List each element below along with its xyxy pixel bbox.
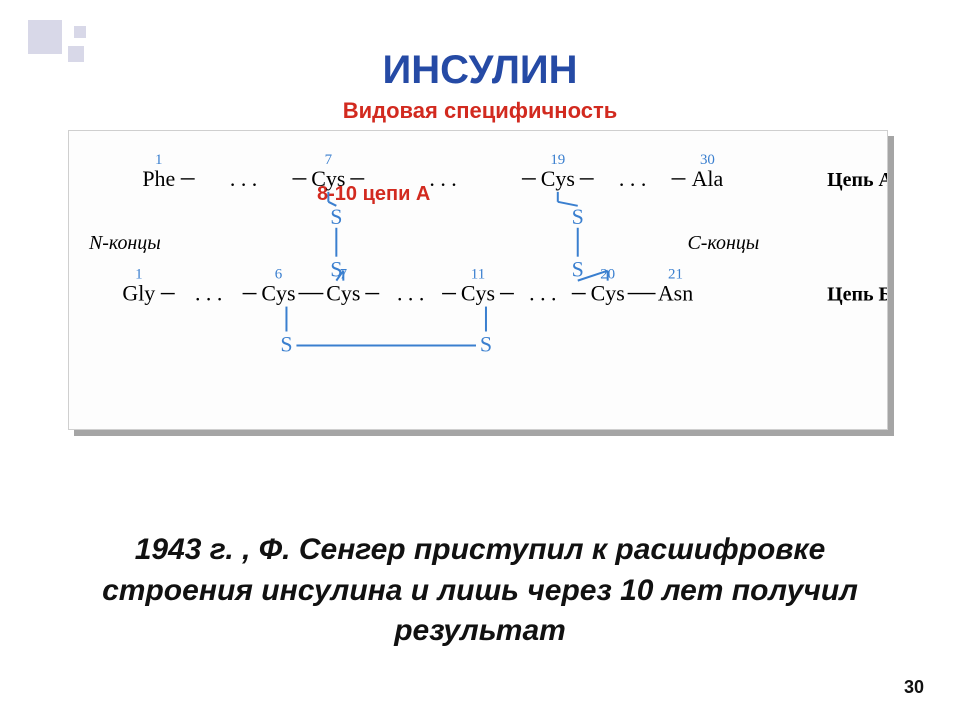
page-number: 30: [904, 677, 924, 698]
page-title: ИНСУЛИН: [0, 48, 960, 93]
svg-text:Cys: Cys: [261, 281, 295, 306]
insulin-diagram: 8-10 цепи А Phe1Cys7. . .Cys19. . .Ala30…: [68, 130, 888, 430]
svg-text:Phe: Phe: [142, 166, 175, 191]
svg-text:S: S: [330, 257, 342, 282]
svg-text:. . .: . . .: [397, 281, 424, 306]
svg-text:S: S: [280, 331, 292, 356]
svg-text:. . .: . . .: [429, 166, 456, 191]
svg-text:Ala: Ala: [692, 166, 724, 191]
insulin-svg: Phe1Cys7. . .Cys19. . .Ala30. . .Gly1Cys…: [69, 131, 887, 430]
svg-text:Cys: Cys: [461, 281, 495, 306]
svg-text:. . .: . . .: [195, 281, 222, 306]
svg-text:S: S: [572, 204, 584, 229]
svg-text:Цепь A: Цепь A: [827, 169, 887, 191]
svg-text:19: 19: [550, 152, 565, 168]
svg-text:Asn: Asn: [658, 281, 693, 306]
svg-text:11: 11: [471, 267, 485, 283]
svg-text:1: 1: [135, 267, 142, 283]
svg-text:Цепь Б: Цепь Б: [827, 284, 887, 306]
svg-text:30: 30: [700, 152, 715, 168]
svg-text:Cys: Cys: [591, 281, 625, 306]
svg-text:Cys: Cys: [541, 166, 575, 191]
svg-text:S: S: [572, 257, 584, 282]
svg-text:1: 1: [155, 152, 162, 168]
svg-text:21: 21: [668, 267, 683, 283]
svg-text:7: 7: [325, 152, 333, 168]
svg-text:C-концы: C-концы: [687, 232, 759, 254]
subtitle: Видовая специфичность: [0, 98, 960, 124]
svg-text:Gly: Gly: [122, 281, 155, 306]
caption-text: 1943 г. , Ф. Сенгер приступил к расшифро…: [60, 530, 900, 652]
svg-text:6: 6: [275, 267, 283, 283]
svg-text:Cys: Cys: [326, 281, 360, 306]
svg-text:S: S: [480, 331, 492, 356]
svg-text:Cys: Cys: [311, 166, 345, 191]
svg-text:. . .: . . .: [230, 166, 257, 191]
svg-text:. . .: . . .: [529, 281, 556, 306]
svg-text:S: S: [330, 204, 342, 229]
svg-text:. . .: . . .: [619, 166, 646, 191]
svg-text:N-концы: N-концы: [88, 232, 161, 254]
